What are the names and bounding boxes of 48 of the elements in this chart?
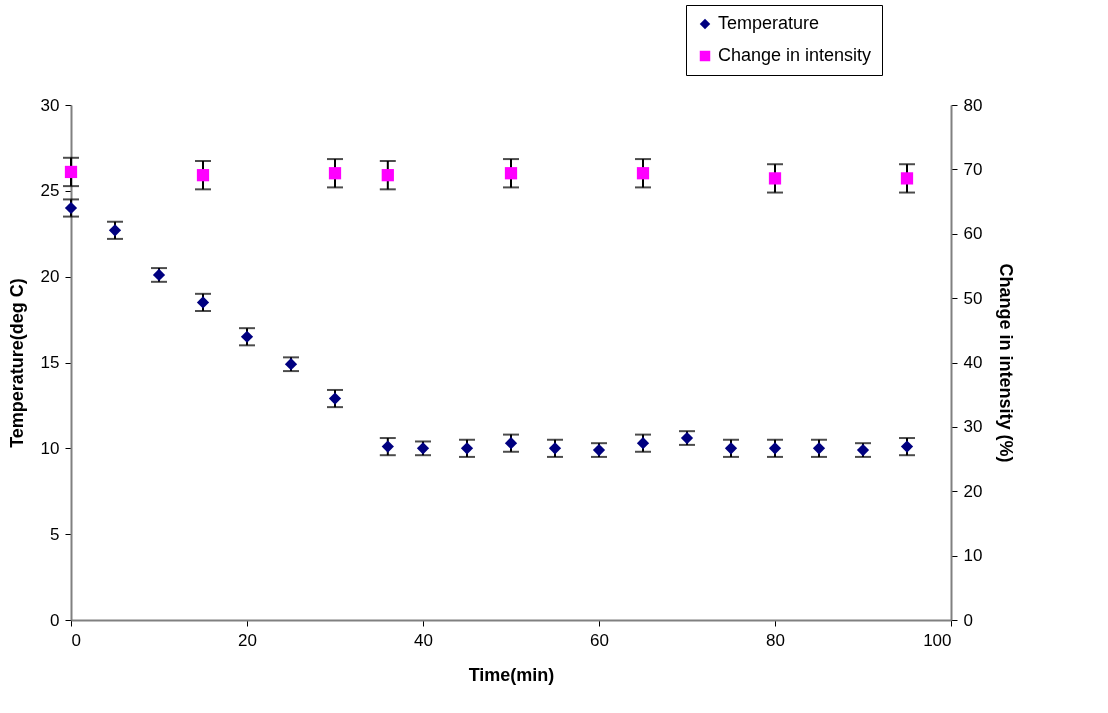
point [768,172,782,185]
y-tick-label: 5 [50,524,60,544]
point [196,296,210,309]
x-tick-label: 60 [590,630,609,650]
point [812,442,826,455]
x-axis-title: Time(min) [468,664,555,685]
y-axis-title: Temperature(deg C) [6,278,27,448]
y2-tick-label: 20 [963,481,983,501]
x-tick-label: 0 [71,630,81,650]
point [328,167,342,180]
point [900,440,914,453]
y2-tick-label: 60 [963,224,983,244]
y2-tick-label: 50 [963,288,983,308]
y-tick-label: 0 [50,610,60,630]
legend-label: Temperature [718,13,820,33]
y2-axis-title: Change in intensity (%) [996,263,1017,463]
y2-tick-label: 40 [963,353,983,372]
x-tick-label: 80 [766,630,785,650]
point [196,169,210,182]
point [108,224,122,237]
point [724,442,738,455]
y-tick-label: 30 [40,95,60,115]
point [381,440,394,453]
point [636,437,650,450]
point [460,442,474,455]
y-tick-label: 25 [40,181,60,201]
y2-tick-label: 10 [963,546,983,566]
x-tick-label: 20 [238,630,257,650]
point [548,442,562,455]
x-tick-label: 40 [414,630,433,650]
point [64,165,78,179]
y-tick-label: 10 [40,438,60,458]
point [636,167,650,180]
point [504,167,518,180]
y-tick-label: 15 [40,353,60,372]
y2-tick-label: 80 [963,95,983,115]
point [900,172,914,185]
point [768,442,782,455]
point [240,330,254,343]
point [504,437,518,450]
y-tick-label: 20 [40,267,60,287]
y2-tick-label: 0 [963,610,973,630]
point [381,169,394,182]
point [328,392,342,405]
legend-label: Change in intensity [718,45,872,65]
x-tick-label: 100 [923,630,952,650]
y2-tick-label: 30 [963,417,983,437]
y2-tick-label: 70 [963,159,983,179]
